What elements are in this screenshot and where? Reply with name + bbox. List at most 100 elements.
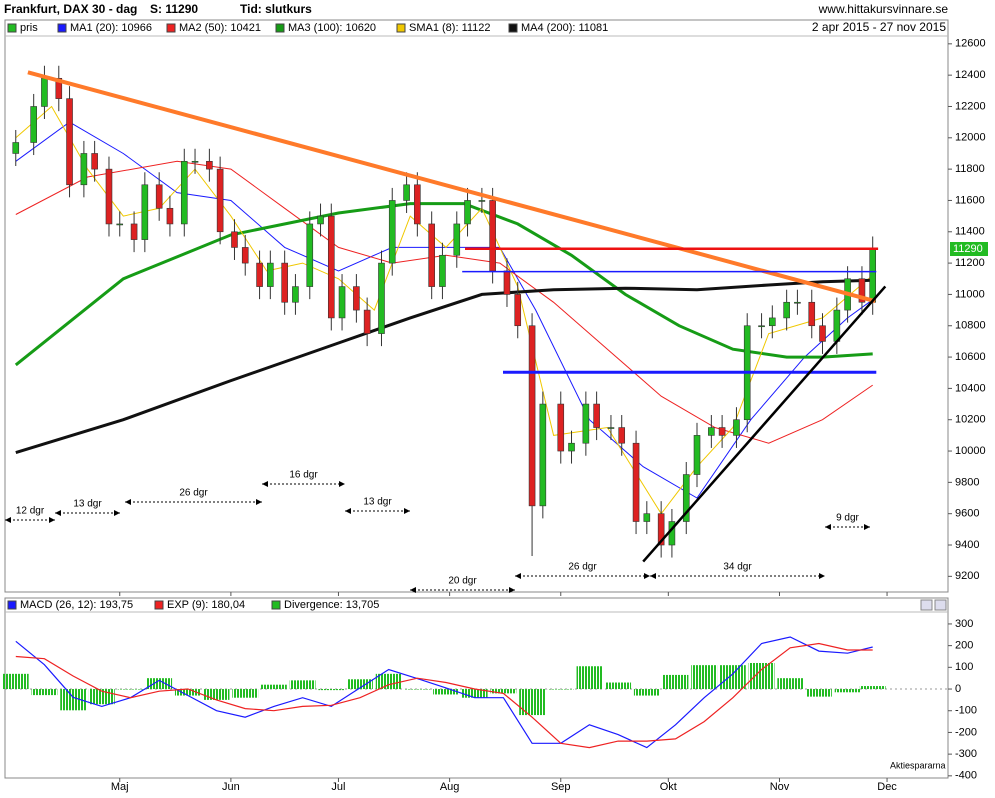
span-label: 20 dgr: [448, 576, 477, 587]
candle-body: [155, 184, 163, 209]
y-tick-label: 11600: [955, 194, 985, 206]
candle-body: [166, 207, 174, 225]
span-label: 26 dgr: [179, 488, 208, 499]
divergence-bar: [375, 673, 402, 690]
date-range: 2 apr 2015 - 27 nov 2015: [812, 20, 946, 34]
divergence-bar: [433, 689, 459, 695]
x-tick-label: Maj: [111, 781, 129, 793]
y-tick-label: 0: [955, 683, 961, 695]
candle-body: [718, 427, 726, 436]
divergence-bar: [146, 678, 173, 690]
candle-body: [91, 153, 98, 170]
candle-body: [41, 77, 48, 107]
candle-body: [794, 301, 801, 304]
candle-body: [783, 301, 790, 319]
candle-body: [503, 270, 511, 295]
candle-body: [206, 160, 213, 170]
candle-body: [403, 184, 410, 201]
x-tick-label: Dec: [877, 781, 897, 793]
site: www.hittakursvinnare.se: [818, 2, 949, 16]
legend-swatch: [396, 23, 406, 33]
candle-body: [388, 200, 396, 264]
legend-swatch: [154, 600, 164, 610]
macd-line: [15, 636, 873, 749]
candle-body: [693, 435, 701, 475]
divergence-bar: [31, 689, 58, 696]
divergence-bar: [318, 689, 345, 691]
candle-body: [568, 442, 575, 452]
candle-body: [514, 294, 522, 327]
legend-swatch: [508, 23, 518, 33]
candle-body: [378, 262, 385, 334]
candle-body: [808, 301, 816, 327]
candle-body: [643, 513, 651, 522]
candle-body: [241, 247, 249, 264]
y-tick-label: -300: [955, 748, 977, 760]
candle-body: [180, 160, 188, 225]
candle-body: [464, 200, 471, 225]
span-label: 13 dgr: [363, 497, 392, 508]
candle-body: [632, 442, 640, 522]
legend-swatch: [271, 600, 281, 610]
candle-body: [216, 168, 224, 233]
candle-body: [682, 474, 690, 522]
y-tick-label: 11200: [955, 257, 985, 269]
title: Frankfurt, DAX 30 - dag: [4, 2, 137, 16]
legend-label: MA1 (20): 10966: [70, 22, 152, 34]
span-label: 34 dgr: [723, 562, 752, 573]
macd-line: [15, 642, 873, 749]
x-tick-label: Jul: [331, 781, 345, 793]
y-tick-label: 10000: [955, 445, 986, 457]
candle-body: [191, 160, 199, 163]
moving-average: [15, 160, 873, 444]
y-tick-label: 12600: [955, 38, 986, 50]
candle-body: [231, 231, 238, 248]
candle-body: [338, 286, 346, 319]
y-tick-label: 10200: [955, 414, 986, 426]
y-tick-label: 11800: [955, 163, 985, 175]
y-tick-label: 9600: [955, 508, 979, 520]
divergence-bar: [519, 689, 545, 716]
x-tick-label: Sep: [551, 781, 571, 793]
legend-label: MACD (26, 12): 193,75: [20, 599, 133, 611]
legend-label: MA4 (200): 11081: [521, 22, 608, 34]
legend-label: MA3 (100): 10620: [288, 22, 376, 34]
last-price-label: 11290: [953, 243, 983, 255]
trend-line: [27, 70, 876, 304]
candle-body: [306, 223, 314, 287]
candle-body: [105, 168, 113, 225]
divergence-bar: [60, 689, 87, 711]
zoom-button[interactable]: [920, 599, 933, 611]
divergence-bar: [261, 684, 287, 690]
price-mode: Tid: slutkurs: [240, 2, 312, 16]
x-tick-label: Aug: [440, 781, 460, 793]
span-label: 13 dgr: [73, 499, 102, 510]
divergence-bar: [547, 689, 574, 690]
y-tick-label: -100: [955, 705, 977, 717]
span-label: 26 dgr: [568, 562, 597, 573]
y-tick-label: 11400: [955, 226, 985, 238]
divergence-bar: [347, 679, 373, 690]
span-label: 16 dgr: [289, 470, 318, 481]
divergence-bar: [859, 686, 886, 690]
candle-body: [708, 427, 715, 436]
divergence-bar: [461, 689, 488, 698]
legend-label: pris: [20, 22, 38, 34]
divergence-bar: [2, 673, 29, 690]
settings-button[interactable]: [934, 599, 947, 611]
legend-swatch: [166, 23, 176, 33]
divergence-bar: [691, 665, 718, 690]
candle-body: [363, 309, 371, 334]
candle-body: [55, 77, 63, 99]
candle-body: [478, 200, 486, 202]
candle-body: [428, 223, 435, 287]
candle-body: [414, 184, 421, 225]
candle-body: [769, 317, 776, 327]
divergence-bar: [806, 689, 832, 697]
divergence-bar: [777, 678, 804, 690]
candle-body: [607, 427, 615, 429]
candle-body: [593, 403, 600, 428]
candle-body: [66, 98, 73, 186]
